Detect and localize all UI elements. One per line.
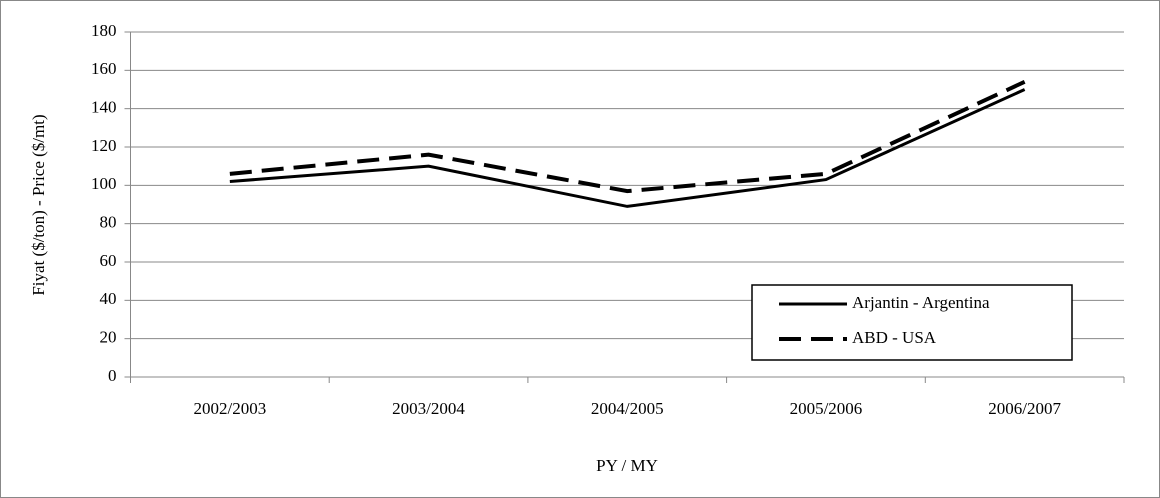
y-tick-label: 120 (91, 136, 117, 155)
legend-box (751, 284, 1073, 361)
y-tick-label: 80 (100, 213, 117, 232)
x-tick-label: 2006/2007 (988, 399, 1061, 418)
y-tick-label: 180 (91, 21, 117, 40)
y-tick-label: 160 (91, 59, 117, 78)
y-tick-label: 60 (100, 251, 117, 270)
y-tick-label: 140 (91, 98, 117, 117)
y-tick-label: 40 (100, 289, 117, 308)
y-tick-label: 20 (100, 328, 117, 347)
x-tick-label: 2003/2004 (392, 399, 465, 418)
x-tick-label: 2004/2005 (591, 399, 664, 418)
x-tick-label: 2005/2006 (790, 399, 863, 418)
y-tick-label: 100 (91, 174, 117, 193)
line-series (229, 88, 1026, 208)
x-tick-label: 2002/2003 (193, 399, 266, 418)
legend-label: Arjantin - Argentina (852, 293, 990, 312)
y-axis-label: Fiyat ($/ton) - Price ($/mt) (29, 114, 48, 295)
legend-label: ABD - USA (852, 328, 937, 347)
y-tick-label: 0 (108, 366, 117, 385)
line-series (229, 80, 1026, 194)
x-axis-label: PY / MY (596, 456, 658, 475)
